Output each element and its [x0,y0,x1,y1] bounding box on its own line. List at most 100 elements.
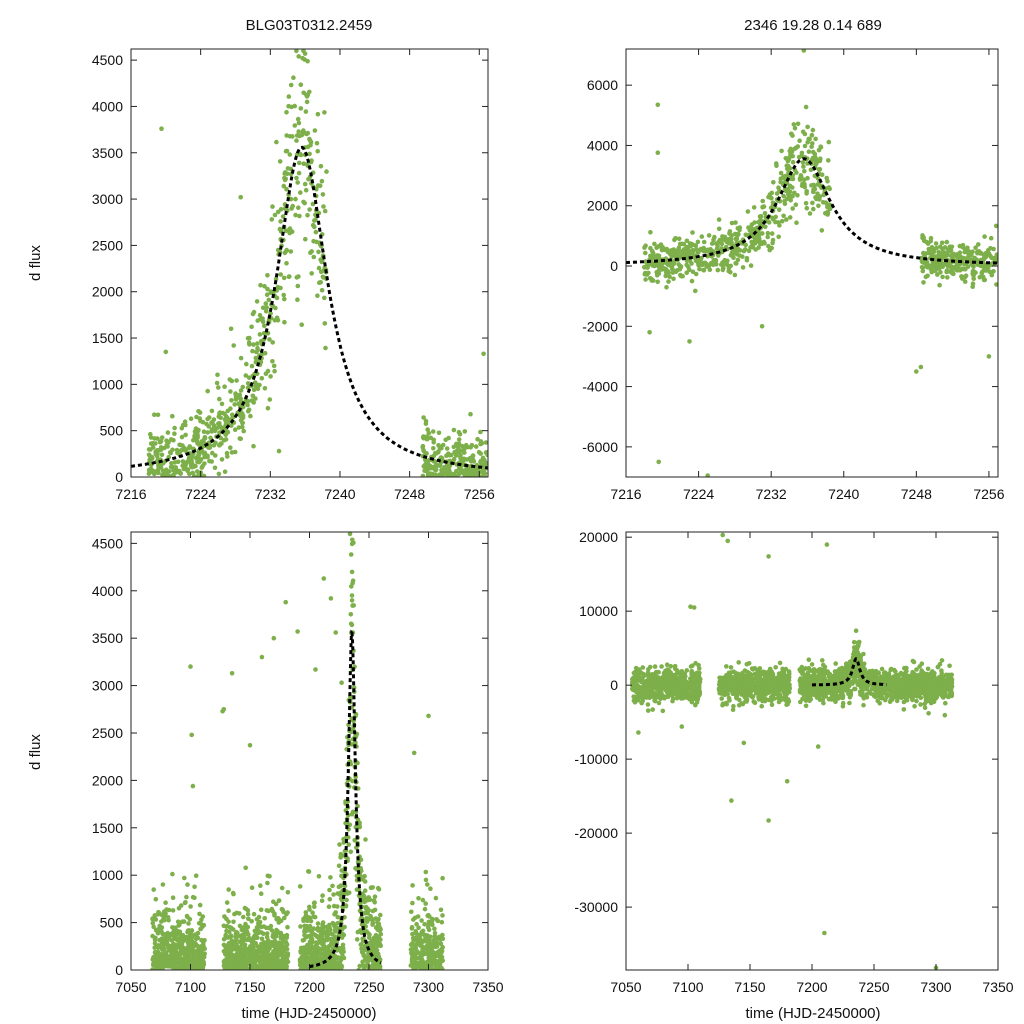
data-point [703,261,708,266]
data-point [340,942,346,948]
data-point [994,282,998,287]
outlier-point [152,916,158,922]
data-point [988,253,993,259]
data-point [278,219,283,224]
data-point [222,417,228,422]
data-point [155,930,161,936]
data-point [971,276,976,282]
data-point [193,455,199,461]
data-point [303,109,309,114]
data-point [282,296,287,302]
data-point [784,217,789,222]
data-point [271,363,277,369]
data-point [948,264,954,269]
data-point [791,122,797,127]
outlier-point [918,364,924,370]
data-point [324,169,329,174]
data-point [983,268,989,273]
data-point [155,412,161,418]
data-point [199,944,205,950]
data-point [664,662,670,667]
data-point [720,267,726,273]
data-point [152,950,158,955]
outlier-point [229,671,235,676]
data-point [237,911,242,916]
data-point [270,966,275,970]
data-point [315,954,320,960]
data-point [302,932,307,938]
data-point [679,274,684,279]
data-point [761,204,767,209]
data-point [363,904,369,910]
data-point [254,935,260,940]
data-point [696,263,701,268]
data-point [246,916,251,922]
data-point [423,938,429,944]
data-point [298,190,303,195]
outlier-point [259,654,265,660]
data-point [326,967,331,970]
data-point [428,465,433,471]
data-point [240,420,245,426]
data-point [663,273,668,279]
data-point [303,947,308,953]
data-point [216,421,221,427]
data-point [302,181,308,187]
data-point [182,900,188,906]
data-point [225,408,231,414]
data-point [784,196,790,201]
data-point [217,410,223,415]
data-point [307,947,312,952]
data-point [252,928,258,934]
data-point [341,955,347,961]
data-point [267,337,272,342]
data-point [335,904,340,909]
data-point [478,458,484,464]
data-point [348,612,354,617]
data-point [278,207,284,212]
data-point [272,318,278,323]
data-point [249,324,254,330]
data-point [728,263,733,269]
data-point [178,471,184,476]
data-point [431,446,436,451]
data-point [307,923,313,929]
data-point [258,282,263,288]
data-point [304,99,310,105]
data-point [362,957,368,963]
data-point [817,197,822,202]
data-point [213,453,218,458]
data-point [148,431,153,437]
data-point [315,148,321,154]
data-point [648,230,653,235]
data-point [242,905,248,911]
data-point [198,960,203,966]
data-point [151,955,156,960]
y-tick-label: 4000 [92,98,123,114]
data-point [235,948,240,953]
data-point [361,966,367,970]
outlier-point [655,150,661,155]
y-tick-label: 0 [115,469,123,485]
data-point [437,445,443,451]
data-point [255,345,260,351]
data-point [328,875,333,880]
data-point [769,231,775,236]
data-point [975,250,980,256]
data-point [744,257,750,263]
y-tick-label: 3000 [92,191,123,207]
data-point [258,316,263,322]
data-point [251,387,257,393]
data-point [222,384,227,390]
data-point [198,921,204,926]
data-point [265,368,271,374]
data-point [729,220,735,226]
data-point [480,455,486,461]
data-point [251,309,257,315]
bottom-left-points [150,532,446,970]
data-point [188,904,193,909]
data-point [201,429,207,435]
data-point [150,442,155,447]
data-point [746,248,752,254]
y-tick-label: 0 [610,258,618,274]
